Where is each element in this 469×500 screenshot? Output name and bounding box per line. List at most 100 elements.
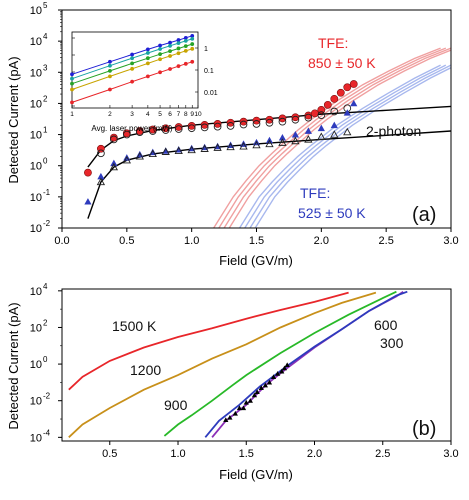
red-circle-point <box>213 120 222 128</box>
red-circle-point <box>187 121 196 130</box>
open-circle-point <box>278 117 287 126</box>
tfe-525k-label-line2: 525 ± 50 K <box>298 205 366 221</box>
y-tick-exponent: 0 <box>43 157 48 166</box>
inset-point <box>158 52 162 57</box>
open-circle-point <box>110 135 118 144</box>
y-tick-label: 10 <box>30 223 42 235</box>
y-tick-label: 10 <box>30 322 42 334</box>
red-circle-point <box>310 109 319 118</box>
inset-point <box>70 76 74 81</box>
inset-x-tick-label: 1 <box>70 111 74 118</box>
y-tick-exponent: -4 <box>43 428 51 437</box>
inset-point <box>176 64 181 69</box>
inset-right-tick-label: 1 <box>204 46 208 53</box>
two-photon-fit-lines <box>87 105 451 219</box>
inset-point <box>158 43 162 48</box>
blue-triangle-point <box>350 99 358 107</box>
open-circle-point <box>239 120 248 129</box>
panel-a-x-axis-label: Field (GV/m) <box>219 253 293 268</box>
inset-point <box>70 87 74 92</box>
open-triangle-point <box>187 145 196 154</box>
y-tick-exponent: 2 <box>43 94 48 103</box>
inset-point <box>158 57 162 62</box>
open-triangle-point <box>109 162 119 171</box>
y-tick-label: 10 <box>30 192 42 204</box>
red-circle-point <box>343 83 352 92</box>
red-circle-point <box>174 123 183 131</box>
blue-triangle-point <box>97 172 105 180</box>
inset-point <box>70 100 74 105</box>
inset-right-tick-label: 0.01 <box>204 90 218 97</box>
inset-plot: 1 2 3 4 5 6 7 8 9 10 1 0.1 0.01 Avg. laser power (mW… <box>70 31 218 133</box>
data-point <box>275 371 281 376</box>
red-circle-point <box>349 80 358 88</box>
inset-x-tick-label: 5 <box>158 111 162 118</box>
inset-point <box>183 61 188 66</box>
inset-series <box>70 33 195 105</box>
x-tick-label: 0.5 <box>119 235 134 247</box>
tfe-850k-label-line2: 850 ± 50 K <box>308 55 376 71</box>
y-tick-exponent: 4 <box>43 32 48 41</box>
model-curve <box>204 290 408 438</box>
label-300: 300 <box>380 335 404 351</box>
blue-triangle-point <box>330 121 338 129</box>
inset-x-axis-label: Avg. laser power (mW) <box>91 124 173 133</box>
open-circle-point <box>135 128 144 136</box>
panel-b-frame <box>61 288 452 442</box>
x-tick-label: 1.0 <box>170 448 185 460</box>
open-triangle-point <box>96 177 106 186</box>
data-point <box>251 392 258 398</box>
open-circle-point <box>161 126 170 134</box>
panel-b-points <box>223 362 290 422</box>
open-triangle-point <box>304 135 313 143</box>
panel-a-y-axis-label: Detected Current (pA) <box>6 56 21 183</box>
open-circle-point <box>213 122 222 131</box>
y-tick-label: 10 <box>30 36 42 48</box>
x-tick-label: 1.5 <box>249 235 264 247</box>
open-triangle-point <box>265 139 274 148</box>
inset-point <box>145 47 150 52</box>
inset-point <box>130 56 135 61</box>
data-point <box>270 374 277 379</box>
tfe-curve <box>218 47 447 228</box>
y-tick-exponent: 4 <box>43 282 48 291</box>
open-triangle-point <box>291 136 300 145</box>
inset-ticks: 1 2 3 4 5 6 7 8 9 10 1 0.1 0.01 <box>70 37 218 118</box>
inset-point <box>168 43 172 48</box>
red-circle-point <box>109 133 118 142</box>
x-tick-label: 2.0 <box>307 448 322 460</box>
open-circle-point <box>187 124 196 133</box>
label-1200: 1200 <box>130 362 161 378</box>
inset-point <box>70 81 74 86</box>
inset-point <box>158 70 162 75</box>
y-tick-exponent: 2 <box>43 318 48 327</box>
inset-point <box>108 87 112 92</box>
inset-point <box>176 41 181 46</box>
open-circle-point <box>317 111 326 120</box>
x-tick-label: 0.5 <box>102 448 117 460</box>
open-circle-point <box>252 120 261 128</box>
data-point <box>284 362 290 368</box>
x-tick-label: 2.5 <box>379 235 394 247</box>
data-point <box>266 379 273 385</box>
data-point <box>243 399 249 405</box>
red-circle-point <box>84 168 92 177</box>
open-circle-point <box>200 123 209 132</box>
data-point <box>281 365 288 371</box>
blue-triangle-point <box>304 127 312 134</box>
panel-b-y-axis-label: Detected Current (pA) <box>6 302 21 429</box>
red-circle-point <box>336 88 345 97</box>
two-photon-curve <box>87 105 451 168</box>
inset-point <box>176 51 181 56</box>
inset-point <box>183 35 188 40</box>
red-circle-point <box>161 124 170 133</box>
inset-x-tick-label: 2 <box>108 111 112 118</box>
inset-point <box>130 52 135 57</box>
inset-point <box>168 67 172 71</box>
inset-point <box>145 56 150 61</box>
data-point <box>240 405 247 411</box>
open-triangle-point <box>135 152 144 160</box>
